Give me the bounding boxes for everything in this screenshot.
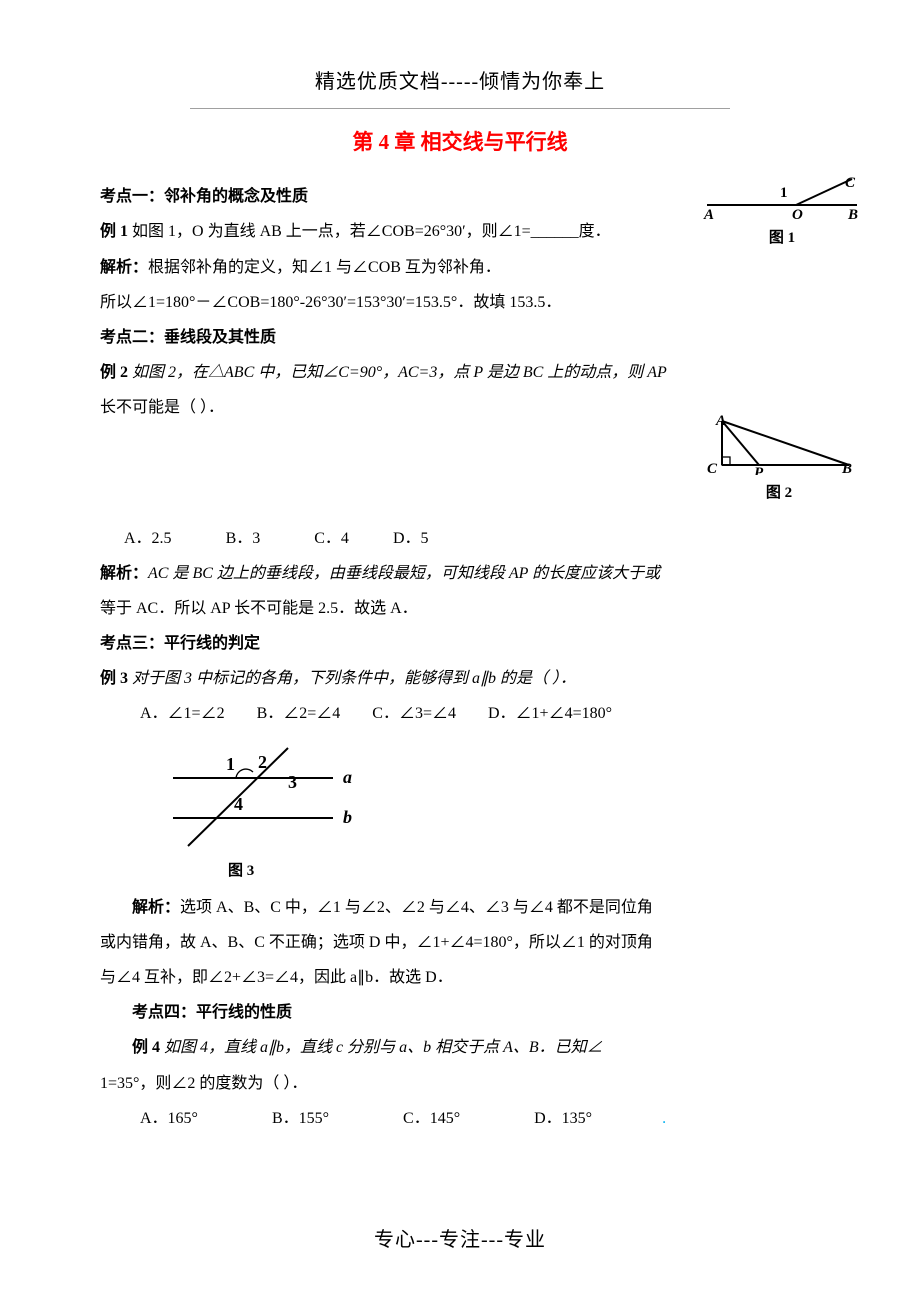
svg-text:C: C (707, 461, 718, 475)
example1-text: 如图 1，O 为直线 AB 上一点，若∠COB=26°30′，则∠1=_____… (128, 223, 611, 240)
svg-text:A: A (703, 207, 714, 220)
example3-options: A．∠1=∠2 B．∠2=∠4 C．∠3=∠4 D．∠1+∠4=180° (100, 696, 820, 731)
option-c: C．145° (403, 1101, 460, 1136)
option-c: C．4 (314, 521, 349, 556)
svg-text:a: a (343, 767, 352, 787)
analysis-label: 解析： (100, 259, 148, 276)
example2-label: 例 2 (100, 364, 128, 381)
figure3-svg: 1 2 3 4 a b (158, 738, 368, 853)
svg-text:4: 4 (234, 794, 243, 814)
section2-title: 考点二：垂线段及其性质 (100, 320, 820, 355)
option-b: B．∠2=∠4 (257, 696, 341, 731)
svg-text:B: B (841, 461, 852, 475)
example3-text: 对于图 3 中标记的各角，下列条件中，能够得到 a∥b 的是（ ）． (128, 670, 576, 687)
example1-analysis-text: 根据邻补角的定义，知∠1 与∠COB 互为邻补角． (148, 259, 501, 276)
figure2-svg: A C P B (704, 415, 854, 475)
option-d: D．5 (393, 521, 429, 556)
example3-analysis: 解析：选项 A、B、C 中，∠1 与∠2、∠2 与∠4、∠3 与∠4 都不是同位… (100, 890, 820, 925)
example4-prompt: 例 4 如图 4，直线 a∥b，直线 c 分别与 a、b 相交于点 A、B．已知… (100, 1030, 820, 1065)
figure3-label: 图 3 (158, 855, 820, 888)
figure3: 1 2 3 4 a b 图 3 (158, 738, 820, 888)
figure1-label: 图 1 (702, 222, 862, 255)
example3-analysis2: 或内错角，故 A、B、C 不正确；选项 D 中，∠1+∠4=180°，所以∠1 … (100, 925, 820, 960)
svg-text:3: 3 (288, 772, 297, 792)
option-c: C．∠3=∠4 (372, 696, 456, 731)
example2-analysis: 解析：AC 是 BC 边上的垂线段，由垂线段最短，可知线段 AP 的长度应该大于… (100, 556, 820, 591)
header-watermark: 精选优质文档-----倾情为你奉上 (100, 60, 820, 104)
svg-text:B: B (847, 207, 858, 220)
svg-text:C: C (845, 175, 856, 191)
example1-label: 例 1 (100, 223, 128, 240)
figure2-label: 图 2 (704, 477, 854, 510)
option-a: A．∠1=∠2 (140, 696, 225, 731)
svg-text:1: 1 (226, 754, 235, 774)
option-d: D．∠1+∠4=180° (488, 696, 612, 731)
example3-analysis-text: 选项 A、B、C 中，∠1 与∠2、∠2 与∠4、∠3 与∠4 都不是同位角 (180, 899, 653, 916)
example3-prompt: 例 3 对于图 3 中标记的各角，下列条件中，能够得到 a∥b 的是（ ）． (100, 661, 820, 696)
footer-watermark: 专心---专注---专业 (0, 1218, 920, 1262)
example2-text: 如图 2，在△ABC 中，已知∠C=90°，AC=3，点 P 是边 BC 上的动… (128, 364, 667, 381)
option-a: A．2.5 (124, 521, 172, 556)
chapter-title: 第 4 章 相交线与平行线 (100, 119, 820, 165)
svg-text:b: b (343, 807, 352, 827)
figure1: A B C O 1 图 1 (702, 175, 862, 255)
figure2: A C P B 图 2 (704, 415, 854, 510)
svg-text:P: P (754, 465, 764, 475)
example3-analysis3: 与∠4 互补，即∠2+∠3=∠4，因此 a∥b．故选 D． (100, 960, 820, 995)
svg-text:A: A (715, 415, 726, 429)
option-b: B．3 (226, 521, 261, 556)
svg-text:2: 2 (258, 752, 267, 772)
example4-label: 例 4 (132, 1039, 160, 1056)
example4-text: 如图 4，直线 a∥b，直线 c 分别与 a、b 相交于点 A、B．已知∠ (160, 1039, 603, 1056)
analysis-label: 解析： (100, 565, 148, 582)
example2-options: A．2.5 B．3 C．4 D．5 (100, 521, 820, 556)
example1-result: 所以∠1=180°－∠COB=180°-26°30′=153°30′=153.5… (100, 285, 820, 320)
header-underline (190, 108, 730, 109)
section3-title: 考点三：平行线的判定 (100, 626, 820, 661)
analysis-label: 解析： (132, 899, 180, 916)
figure1-svg: A B C O 1 (702, 175, 862, 220)
option-b: B．155° (272, 1101, 329, 1136)
example4-prompt2: 1=35°，则∠2 的度数为（ ）． (100, 1066, 820, 1101)
example2-analysis2: 等于 AC．所以 AP 长不可能是 2.5．故选 A． (100, 591, 820, 626)
option-d: D．135°. (534, 1101, 736, 1136)
svg-text:1: 1 (780, 185, 788, 201)
example4-options: A．165° B．155° C．145° D．135°. (100, 1101, 820, 1136)
example2-analysis-text: AC 是 BC 边上的垂线段，由垂线段最短，可知线段 AP 的长度应该大于或 (148, 565, 660, 582)
section4-title: 考点四：平行线的性质 (100, 995, 820, 1030)
option-a: A．165° (140, 1101, 198, 1136)
example2-prompt: 例 2 如图 2，在△ABC 中，已知∠C=90°，AC=3，点 P 是边 BC… (100, 355, 820, 390)
example3-label: 例 3 (100, 670, 128, 687)
svg-text:O: O (792, 207, 803, 220)
